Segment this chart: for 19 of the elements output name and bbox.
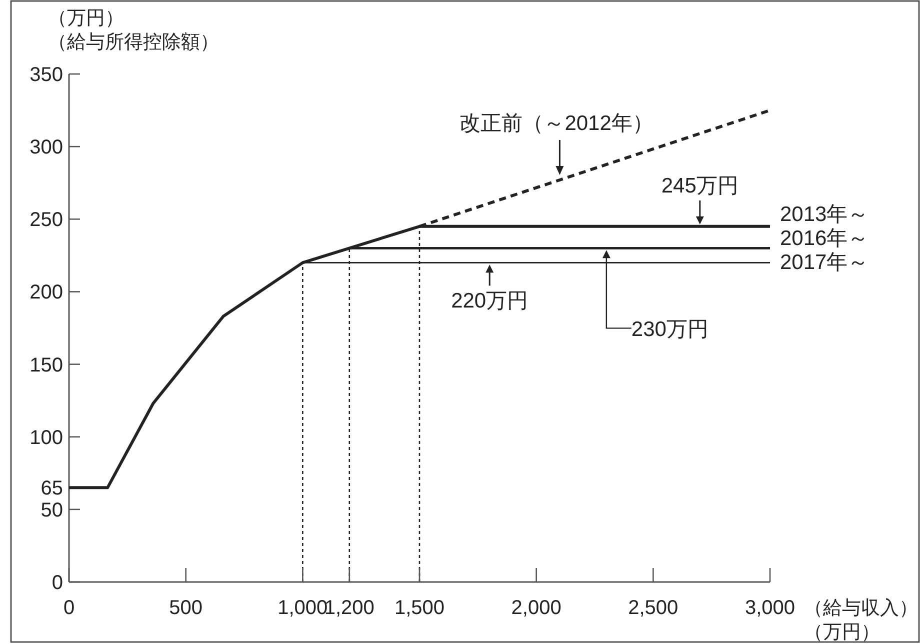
- x-tick-label: 3,000: [744, 597, 796, 619]
- x-tick-label: 500: [169, 597, 203, 619]
- x-tick-label: 1,500: [394, 597, 445, 619]
- xlabel: （給与収入）（万円）: [804, 598, 918, 643]
- y-tick-label: 200: [30, 282, 63, 304]
- annotation: 245万円: [661, 174, 738, 198]
- y-tick-label: 350: [30, 64, 63, 86]
- y-tick-label: 150: [30, 354, 63, 376]
- y-tick-label: 250: [30, 209, 63, 232]
- annotation: 220万円: [451, 290, 528, 313]
- x-tick-label: 2,500: [628, 597, 678, 619]
- ylabel: （万円）（給与所得控除額）: [48, 8, 219, 53]
- annotation: 230万円: [631, 318, 708, 342]
- y-tick-label: 65: [40, 478, 63, 500]
- y-tick-label: 0: [52, 572, 63, 594]
- y-tick-label: 100: [30, 426, 63, 449]
- x-tick-label: 2,000: [511, 597, 562, 619]
- y-tick-label: 50: [40, 499, 63, 522]
- y-tick-label: 300: [30, 136, 63, 159]
